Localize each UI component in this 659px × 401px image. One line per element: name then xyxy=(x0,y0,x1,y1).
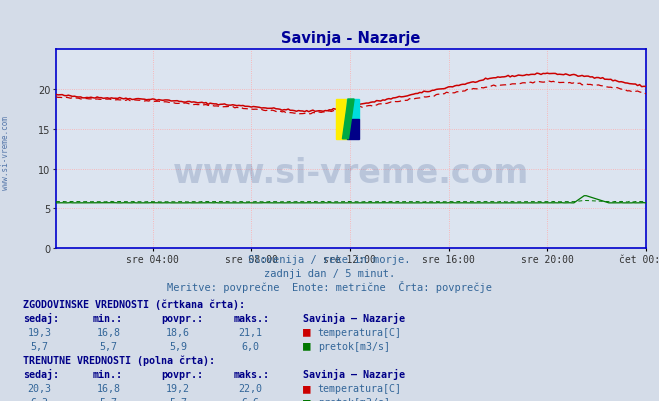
Text: 6,3: 6,3 xyxy=(30,397,49,401)
Text: maks.:: maks.: xyxy=(234,313,270,323)
Text: TRENUTNE VREDNOSTI (polna črta):: TRENUTNE VREDNOSTI (polna črta): xyxy=(23,354,215,365)
Text: sedaj:: sedaj: xyxy=(23,368,59,379)
Text: 16,8: 16,8 xyxy=(97,327,121,337)
Text: ■: ■ xyxy=(303,381,310,394)
Text: temperatura[C]: temperatura[C] xyxy=(318,327,401,337)
Bar xyxy=(347,100,358,119)
Text: pretok[m3/s]: pretok[m3/s] xyxy=(318,397,389,401)
Text: maks.:: maks.: xyxy=(234,369,270,379)
Text: Savinja – Nazarje: Savinja – Nazarje xyxy=(303,368,405,379)
Text: 5,7: 5,7 xyxy=(100,341,118,351)
Text: 22,0: 22,0 xyxy=(239,383,262,393)
Bar xyxy=(336,100,347,140)
Text: 18,6: 18,6 xyxy=(166,327,190,337)
Text: 16,8: 16,8 xyxy=(97,383,121,393)
Text: Savinja – Nazarje: Savinja – Nazarje xyxy=(303,312,405,323)
Bar xyxy=(347,119,358,140)
Text: 20,3: 20,3 xyxy=(28,383,51,393)
Text: zadnji dan / 5 minut.: zadnji dan / 5 minut. xyxy=(264,269,395,279)
Text: 6,6: 6,6 xyxy=(241,397,260,401)
Text: ■: ■ xyxy=(303,325,310,338)
Text: povpr.:: povpr.: xyxy=(161,369,204,379)
Text: www.si-vreme.com: www.si-vreme.com xyxy=(1,115,10,189)
Title: Savinja - Nazarje: Savinja - Nazarje xyxy=(281,31,420,46)
Text: Meritve: povprečne  Enote: metrične  Črta: povprečje: Meritve: povprečne Enote: metrične Črta:… xyxy=(167,281,492,293)
Text: 5,7: 5,7 xyxy=(100,397,118,401)
Text: min.:: min.: xyxy=(92,369,123,379)
Text: ZGODOVINSKE VREDNOSTI (črtkana črta):: ZGODOVINSKE VREDNOSTI (črtkana črta): xyxy=(23,298,245,309)
Text: sedaj:: sedaj: xyxy=(23,312,59,323)
Text: 5,7: 5,7 xyxy=(30,341,49,351)
Text: 5,9: 5,9 xyxy=(169,341,187,351)
Text: 19,2: 19,2 xyxy=(166,383,190,393)
Polygon shape xyxy=(343,100,354,140)
Text: 19,3: 19,3 xyxy=(28,327,51,337)
Text: 5,7: 5,7 xyxy=(169,397,187,401)
Text: temperatura[C]: temperatura[C] xyxy=(318,383,401,393)
Text: 6,0: 6,0 xyxy=(241,341,260,351)
Text: ■: ■ xyxy=(303,395,310,401)
Text: www.si-vreme.com: www.si-vreme.com xyxy=(173,157,529,190)
Text: Slovenija / reke in morje.: Slovenija / reke in morje. xyxy=(248,255,411,265)
Text: min.:: min.: xyxy=(92,313,123,323)
Text: pretok[m3/s]: pretok[m3/s] xyxy=(318,341,389,351)
Text: ■: ■ xyxy=(303,339,310,352)
Text: 21,1: 21,1 xyxy=(239,327,262,337)
Text: povpr.:: povpr.: xyxy=(161,313,204,323)
